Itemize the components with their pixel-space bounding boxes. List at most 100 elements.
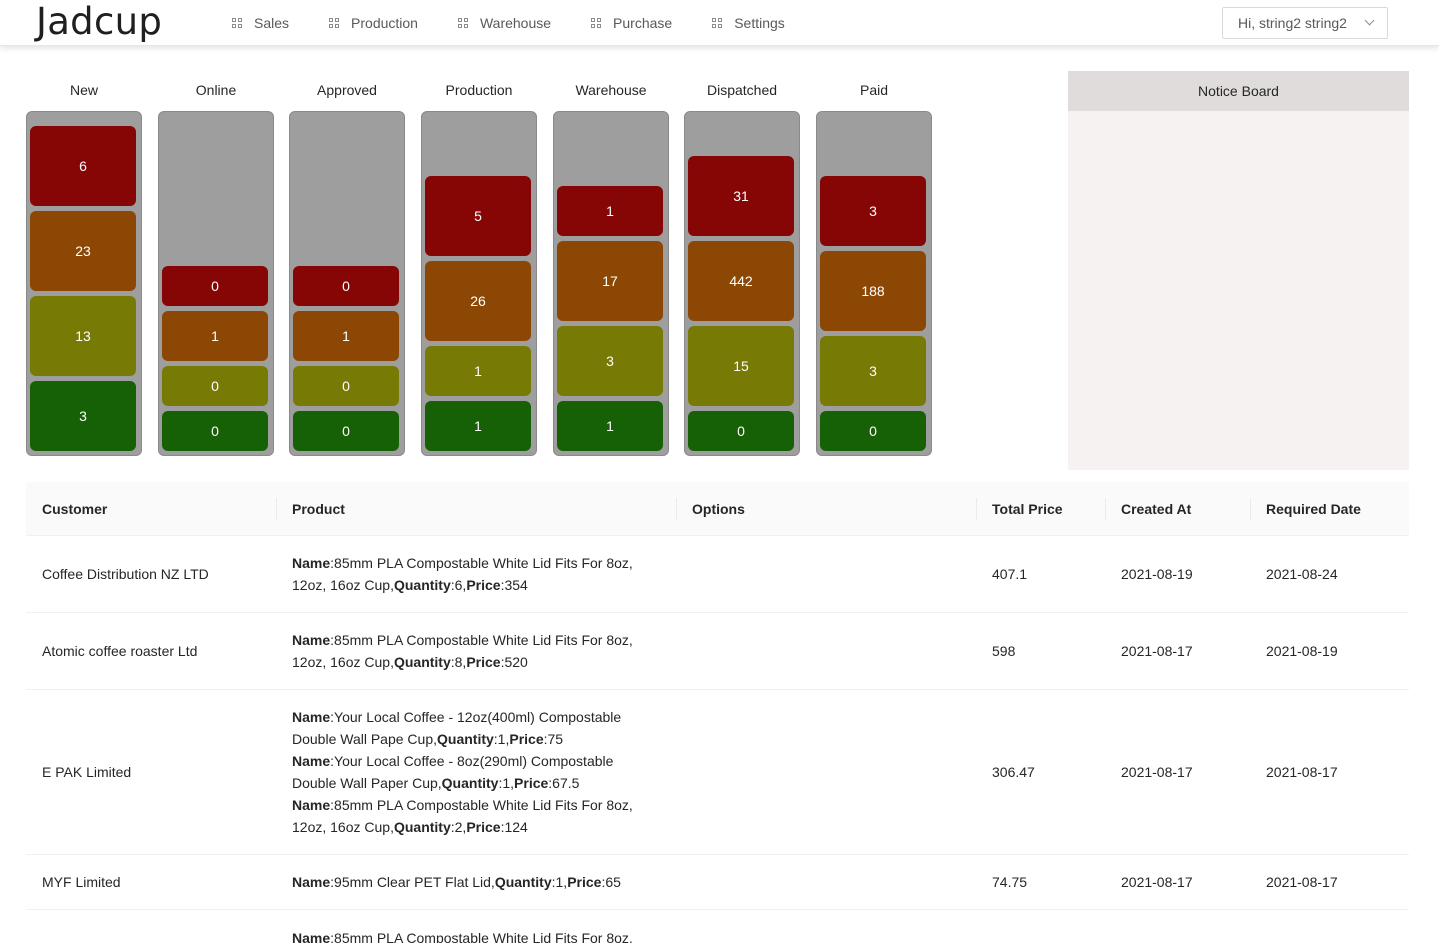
cell-customer: Coffee Distribution NZ LTD bbox=[42, 566, 209, 582]
status-column-warehouse: Warehouse 1 17 3 1 bbox=[553, 76, 669, 456]
status-count-green[interactable]: 0 bbox=[162, 411, 268, 451]
status-count-orange[interactable]: 26 bbox=[425, 261, 531, 341]
cell-created-at bbox=[1105, 910, 1250, 943]
nav-label: Warehouse bbox=[479, 15, 552, 31]
status-count-olive[interactable]: 0 bbox=[293, 366, 399, 406]
status-count-red[interactable]: 6 bbox=[30, 126, 136, 206]
col-customer[interactable]: Customer bbox=[42, 501, 108, 517]
cell-created-at: 2021-08-17 bbox=[1121, 874, 1193, 890]
col-required-date[interactable]: Required Date bbox=[1250, 482, 1409, 536]
status-column-title: Production bbox=[445, 82, 513, 98]
status-count-olive[interactable]: 1 bbox=[425, 346, 531, 396]
cell-product: Name:85mm PLA Compostable White Lid Fits… bbox=[276, 910, 676, 943]
status-count-olive[interactable]: 0 bbox=[162, 366, 268, 406]
col-options[interactable]: Options bbox=[676, 482, 976, 536]
status-column-title: Paid bbox=[859, 82, 889, 98]
col-created-at[interactable]: Created At bbox=[1105, 482, 1250, 536]
col-total-price[interactable]: Total Price bbox=[976, 482, 1105, 536]
table-row[interactable]: Atomic coffee roaster Ltd 598 2021-08-17 20… bbox=[26, 613, 1409, 690]
col-product[interactable]: Product bbox=[276, 482, 676, 536]
cell-created-at: 2021-08-17 bbox=[1121, 764, 1193, 780]
status-column-title: Approved bbox=[317, 82, 377, 98]
cell-total-price: 598 bbox=[992, 643, 1016, 659]
status-count-green[interactable]: 0 bbox=[293, 411, 399, 451]
status-column-new: New 6 23 13 3 bbox=[26, 76, 142, 456]
status-count-red[interactable]: 3 bbox=[820, 176, 926, 246]
jadcup-logo[interactable]: Jadcup bbox=[36, 0, 163, 43]
cell-required-date bbox=[1250, 910, 1409, 943]
user-menu-dropdown[interactable]: Hi, string2 string2 bbox=[1222, 7, 1388, 39]
cell-product: Name:Your Local Coffee - 12oz(400ml) Com… bbox=[276, 690, 676, 854]
status-count-olive[interactable]: 3 bbox=[820, 336, 926, 406]
cell-required-date: 2021-08-19 bbox=[1266, 643, 1338, 659]
status-column-production: Production 5 26 1 1 bbox=[421, 76, 537, 456]
nav-label: Sales bbox=[254, 15, 290, 31]
status-count-orange[interactable]: 442 bbox=[688, 241, 794, 321]
cell-options bbox=[676, 690, 976, 854]
top-header: Jadcup Sales Production Warehouse Purcha… bbox=[0, 0, 1439, 46]
status-count-olive[interactable]: 15 bbox=[688, 326, 794, 406]
product-line-item: Name:85mm PLA Compostable White Lid Fits… bbox=[292, 555, 633, 593]
nav-sales[interactable]: Sales bbox=[232, 0, 289, 46]
status-count-red[interactable]: 5 bbox=[425, 176, 531, 256]
status-count-green[interactable]: 0 bbox=[820, 411, 926, 451]
product-line-item: Name:Your Local Coffee - 12oz(400ml) Com… bbox=[292, 709, 622, 747]
status-column-title: Dispatched bbox=[706, 82, 778, 98]
status-column-approved: Approved 0 1 0 0 bbox=[289, 76, 405, 456]
status-count-green[interactable]: 3 bbox=[30, 381, 136, 451]
cell-customer: MYF Limited bbox=[42, 874, 121, 890]
product-line-item: Name:85mm PLA Compostable White Lid Fits… bbox=[292, 930, 633, 943]
table-row[interactable]: Name:85mm PLA Compostable White Lid Fits… bbox=[26, 910, 1409, 943]
cell-customer: E PAK Limited bbox=[42, 764, 132, 780]
status-count-olive[interactable]: 13 bbox=[30, 296, 136, 376]
status-count-olive[interactable]: 3 bbox=[557, 326, 663, 396]
table-row[interactable]: MYF Limited 74.75 2021-08-17 2021-08-17 Name… bbox=[26, 855, 1409, 910]
appstore-icon bbox=[591, 18, 602, 28]
appstore-icon bbox=[329, 18, 340, 28]
cell-required-date: 2021-08-17 bbox=[1266, 874, 1338, 890]
status-count-orange[interactable]: 1 bbox=[293, 311, 399, 361]
status-count-red[interactable]: 0 bbox=[162, 266, 268, 306]
cell-total-price bbox=[976, 910, 1105, 943]
cell-required-date: 2021-08-24 bbox=[1266, 566, 1338, 582]
status-count-orange[interactable]: 188 bbox=[820, 251, 926, 331]
cell-total-price: 306.47 bbox=[992, 764, 1035, 780]
cell-options bbox=[676, 613, 976, 689]
status-count-red[interactable]: 31 bbox=[688, 156, 794, 236]
notice-board: Notice Board bbox=[1068, 71, 1409, 470]
product-line-item: Name:Your Local Coffee - 8oz(290ml) Comp… bbox=[292, 753, 614, 791]
product-line-item: Name:85mm PLA Compostable White Lid Fits… bbox=[292, 632, 633, 670]
status-column-title: Online bbox=[195, 82, 237, 98]
status-count-green[interactable]: 1 bbox=[425, 401, 531, 451]
status-count-green[interactable]: 1 bbox=[557, 401, 663, 451]
status-count-orange[interactable]: 23 bbox=[30, 211, 136, 291]
nav-settings[interactable]: Settings bbox=[712, 0, 785, 46]
status-column-dispatched: Dispatched 31 442 15 0 bbox=[684, 76, 800, 456]
cell-options bbox=[676, 910, 976, 943]
nav-warehouse[interactable]: Warehouse bbox=[457, 0, 552, 46]
notice-board-title: Notice Board bbox=[1068, 71, 1409, 111]
chevron-down-icon bbox=[1364, 15, 1375, 26]
cell-product: Name:85mm PLA Compostable White Lid Fits… bbox=[276, 613, 676, 689]
table-row[interactable]: E PAK Limited 306.47 2021-08-17 2021-08-17 N… bbox=[26, 690, 1409, 855]
table-row[interactable]: Coffee Distribution NZ LTD 407.1 2021-08-1… bbox=[26, 536, 1409, 613]
cell-total-price: 407.1 bbox=[992, 566, 1028, 582]
status-column-online: Online 0 1 0 0 bbox=[158, 76, 274, 456]
product-line-item: Name:95mm Clear PET Flat Lid,Quantity:1,… bbox=[292, 874, 621, 890]
cell-created-at: 2021-08-17 bbox=[1121, 643, 1193, 659]
orders-table: Customer Product Options Total Price Cre… bbox=[26, 482, 1409, 943]
nav-label: Purchase bbox=[613, 15, 673, 31]
appstore-icon bbox=[712, 18, 723, 28]
nav-purchase[interactable]: Purchase bbox=[591, 0, 672, 46]
status-count-green[interactable]: 0 bbox=[688, 411, 794, 451]
cell-total-price: 74.75 bbox=[992, 874, 1028, 890]
status-count-red[interactable]: 0 bbox=[293, 266, 399, 306]
nav-production[interactable]: Production bbox=[329, 0, 418, 46]
main-nav: Sales Production Warehouse Purchase Sett… bbox=[232, 0, 825, 46]
cell-created-at: 2021-08-19 bbox=[1121, 566, 1193, 582]
status-count-orange[interactable]: 1 bbox=[162, 311, 268, 361]
status-count-red[interactable]: 1 bbox=[557, 186, 663, 236]
cell-options bbox=[676, 855, 976, 909]
status-column-title: New bbox=[69, 82, 98, 98]
status-count-orange[interactable]: 17 bbox=[557, 241, 663, 321]
